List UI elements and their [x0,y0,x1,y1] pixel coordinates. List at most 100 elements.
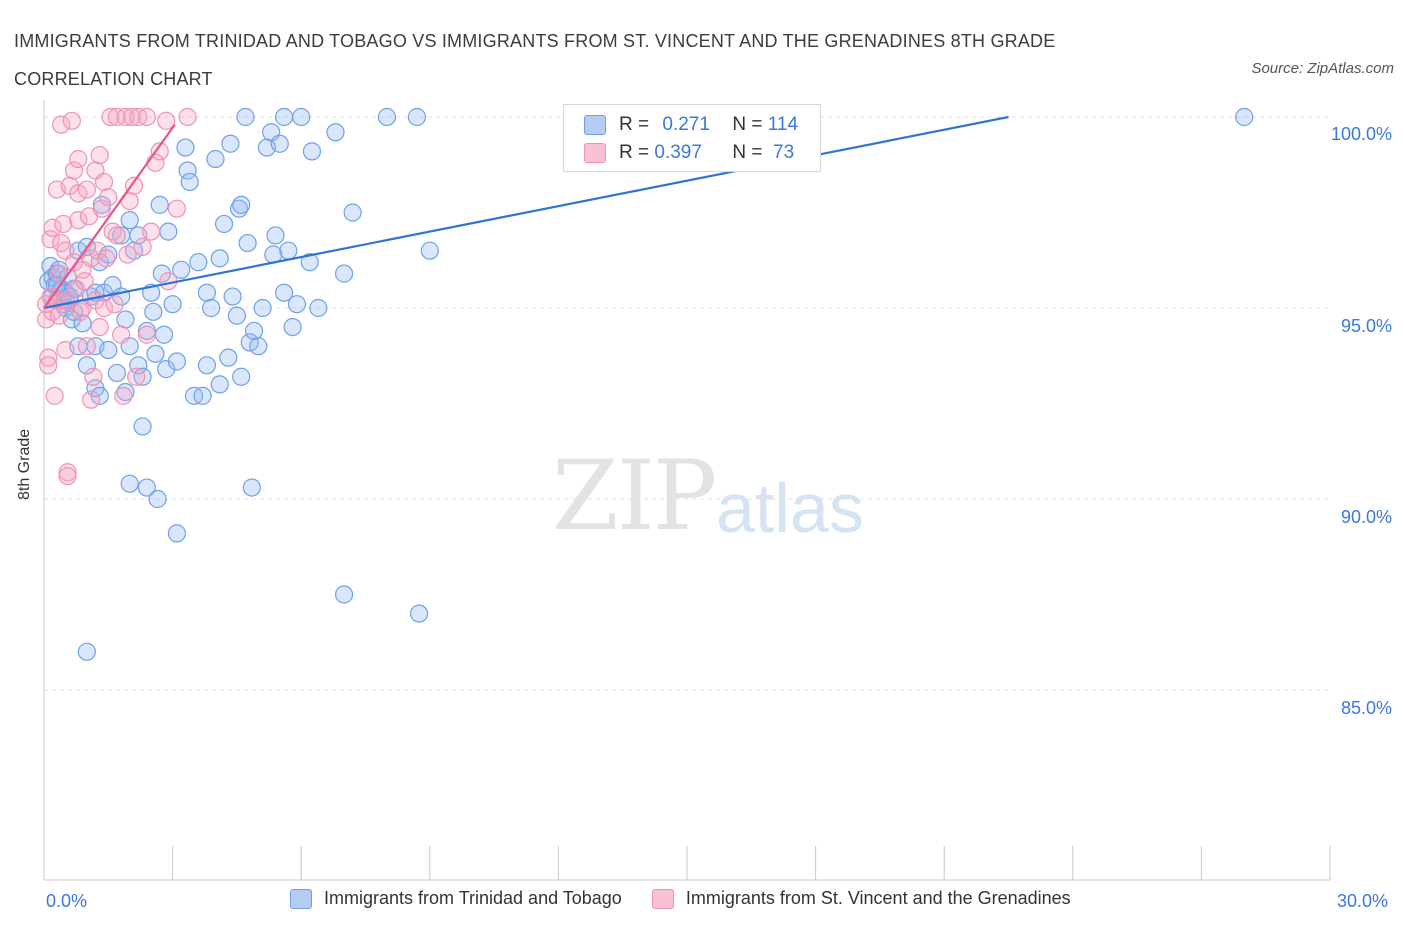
data-point [92,195,111,214]
data-point [167,352,186,371]
x-tick-label-max: 30.0% [1337,891,1389,911]
data-point [309,298,328,318]
data-point [43,218,62,237]
data-point [62,111,81,130]
data-point [120,474,139,493]
data-point [112,325,131,344]
data-point [84,367,103,386]
data-point [137,325,156,344]
data-point [69,184,88,203]
data-point [133,367,152,386]
data-point [219,348,238,367]
data-point [54,214,73,234]
data-point [152,264,171,283]
data-point [221,134,240,153]
data-point [101,107,120,127]
chart-title: IMMIGRANTS FROM TRINIDAD AND TOBAGO VS I… [14,31,1056,89]
data-point [52,115,71,134]
data-point [238,233,257,253]
data-point [56,340,75,360]
data-point [172,260,191,279]
legend-row-stvincent: R = 0.397 N = 73 [584,141,794,165]
y-tick-label-100: 100.0% [1330,124,1392,144]
data-point [1235,107,1254,127]
data-point [176,138,195,157]
data-point [210,375,229,394]
data-point [270,134,289,153]
data-point [300,253,319,272]
data-point [274,283,294,302]
data-point [92,199,111,218]
legend-n-value: 114 [767,114,799,135]
data-point [377,107,397,127]
data-point [232,195,251,214]
data-point [244,321,264,341]
data-point [178,161,197,180]
data-point [75,272,94,291]
legend-label-trinidad: Immigrants from Trinidad and Tobago [324,888,622,908]
legend-swatch-blue [290,888,312,909]
data-point [122,107,141,127]
trend-lines [43,115,1009,310]
series-trinidad-points [39,107,1254,661]
x-tick-label-min: 0.0% [46,891,88,911]
trend-line-stvincent [43,124,176,309]
data-point [214,214,234,234]
data-point [94,298,114,318]
watermark-zip: ZIP [552,440,717,552]
data-point [407,107,427,127]
legend-swatch-blue [584,115,606,135]
source-label: Source: ZipAtlas.com [1251,60,1394,77]
data-point [302,142,322,161]
data-point [45,386,64,405]
data-point [266,226,285,245]
data-point [163,295,182,314]
data-point [90,146,109,165]
data-point [334,585,354,604]
data-point [137,107,156,127]
data-point [146,344,165,363]
series-legend: Immigrants from Trinidad and Tobago Immi… [290,888,1101,909]
data-point [274,107,294,127]
legend-n-label: N = [732,114,768,135]
data-point [167,524,186,543]
data-point [144,302,163,321]
data-point [236,107,255,127]
data-point [167,199,186,218]
data-point [283,318,302,337]
data-point [202,298,221,318]
series-stvincent-points [37,107,197,486]
data-point [178,107,197,127]
data-point [210,249,229,268]
data-point [77,356,96,375]
legend-item-stvincent: Immigrants from St. Vincent and the Gren… [651,888,1071,909]
data-point [94,172,114,192]
data-point [343,203,362,222]
legend-r-label: R = [619,114,655,135]
data-point [127,367,146,386]
data-point [120,211,139,230]
data-point [99,340,118,360]
data-point [154,325,174,344]
data-point [180,172,199,192]
data-point [129,356,148,375]
legend-r-value: 0.271 [662,114,710,135]
data-point [82,249,101,268]
legend-n-label: N = [732,142,768,163]
data-point [116,310,135,329]
legend-swatch-pink [651,888,674,909]
data-point [49,306,69,325]
data-point [227,306,246,325]
data-point [64,161,84,180]
data-point [249,337,268,356]
legend-r-label: R = [619,142,655,163]
y-tick-label-85: 85.0% [1340,698,1392,718]
data-point [150,195,169,214]
legend-item-trinidad: Immigrants from Trinidad and Tobago [290,888,622,909]
y-tick-label-90: 90.0% [1340,507,1392,527]
data-point [334,264,354,283]
data-point [148,489,167,509]
data-point [150,142,169,161]
data-point [39,348,58,367]
data-point [77,642,96,661]
